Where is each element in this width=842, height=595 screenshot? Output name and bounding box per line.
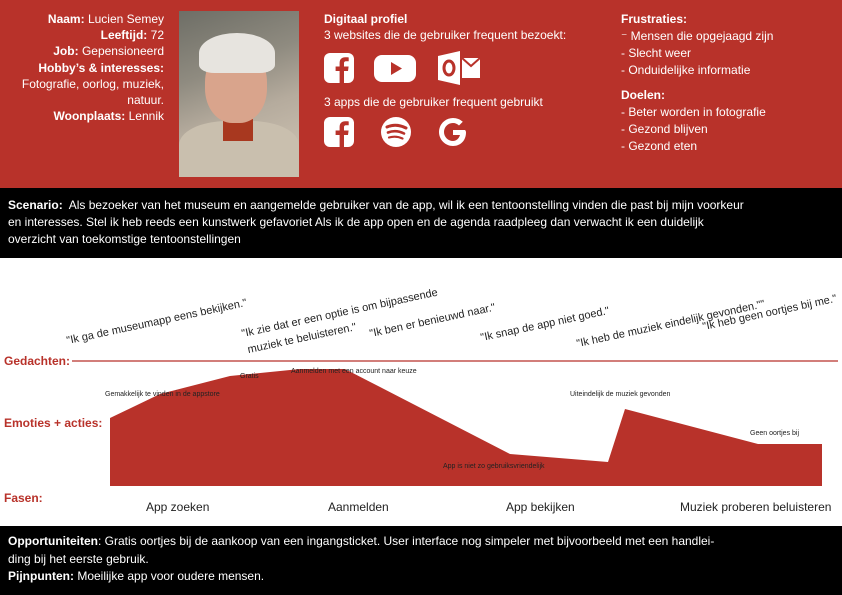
scenario-line: overzicht van toekomstige tentoonstellin… xyxy=(8,232,241,246)
opportunities-section: Opportuniteiten: Gratis oortjes bij de a… xyxy=(0,526,842,595)
opportunities-text: ding bij het eerste gebruik. xyxy=(8,551,149,566)
emotion-label: Geen oortjes bij xyxy=(750,430,800,437)
profile-row-hobbies-1: Fotografie, oorlog, muziek, xyxy=(21,76,164,91)
frustrations-and-goals: Frustraties: ⁻ Mensen die opgejaagd zijn… xyxy=(621,11,836,155)
goal-item: - Beter worden in fotografie xyxy=(621,105,766,119)
emotion-label: Gemakkelijk te vinden in de appstore xyxy=(105,391,220,398)
scenario-section: Scenario: Als bezoeker van het museum en… xyxy=(0,188,842,258)
facebook-icon xyxy=(324,53,354,83)
frustrations-title: Frustraties: xyxy=(621,12,688,26)
emotion-label: Gratis xyxy=(240,373,259,380)
frustration-item: - Slecht weer xyxy=(621,46,692,60)
profile-row-age: Leeftijd: 72 xyxy=(100,28,164,43)
websites-text: 3 websites die de gebruiker frequent bez… xyxy=(324,28,567,42)
profile-row-hobbies-label: Hobby’s & interesses: xyxy=(38,60,164,75)
phase-label: Muziek proberen beluisteren xyxy=(680,500,832,514)
emotion-label: Uiteindelijk de muziek gevonden xyxy=(570,391,671,398)
phase-label: Aanmelden xyxy=(328,500,389,514)
pain-points-label: Pijnpunten: xyxy=(8,569,74,583)
frustration-item: - Onduidelijke informatie xyxy=(621,63,751,77)
profile-info: Naam: Lucien Semey Leeftijd: 72 Job: Gep… xyxy=(4,11,164,124)
journey-graphic xyxy=(72,360,838,486)
emotion-curve xyxy=(110,369,822,486)
phase-label: App bekijken xyxy=(506,500,575,514)
scenario-line: en interesses. Stel ik heb reeds een kun… xyxy=(8,215,704,229)
google-icon xyxy=(439,118,466,146)
goal-item: - Gezond eten xyxy=(621,139,698,153)
opportunities-label: Opportuniteiten xyxy=(8,534,98,548)
phases-lane-label: Fasen: xyxy=(4,491,43,505)
spotify-icon xyxy=(381,117,411,147)
profile-row-residence: Woonplaats: Lennik xyxy=(53,109,165,124)
frustration-item: ⁻ Mensen die opgejaagd zijn xyxy=(621,29,774,43)
outlook-icon xyxy=(438,51,481,85)
goal-item: - Gezond blijven xyxy=(621,122,708,136)
opportunities-text: : Gratis oortjes bij de aankoop van een … xyxy=(98,534,715,548)
facebook-icon xyxy=(324,117,354,147)
journey-map: Gedachten: Emoties + acties: Fasen: "Ik … xyxy=(0,258,842,526)
youtube-icon xyxy=(374,55,416,82)
pain-points-text: Moeilijke app voor oudere mensen. xyxy=(74,569,265,583)
profile-row-name: Naam: Lucien Semey xyxy=(47,12,164,26)
phase-label: App zoeken xyxy=(146,500,210,514)
persona-photo xyxy=(179,11,299,177)
digital-profile: Digitaal profiel 3 websites die de gebru… xyxy=(324,11,594,110)
emotion-label: App is niet zo gebruiksvriendelijk xyxy=(443,463,545,470)
thoughts-lane-label: Gedachten: xyxy=(4,354,71,368)
persona-header: Naam: Lucien Semey Leeftijd: 72 Job: Gep… xyxy=(0,0,842,188)
scenario-line: Als bezoeker van het museum en aangemeld… xyxy=(68,198,744,212)
profile-row-hobbies-2: natuur. xyxy=(127,93,164,108)
emotion-label: Aanmelden met een account naar keuze xyxy=(291,368,417,375)
digital-profile-title: Digitaal profiel xyxy=(324,12,408,26)
scenario-label: Scenario: xyxy=(8,198,63,212)
goals-title: Doelen: xyxy=(621,88,666,102)
emotions-lane-label: Emoties + acties: xyxy=(4,416,103,430)
profile-row-job: Job: Gepensioneerd xyxy=(53,44,164,59)
apps-text: 3 apps die de gebruiker frequent gebruik… xyxy=(324,95,543,109)
